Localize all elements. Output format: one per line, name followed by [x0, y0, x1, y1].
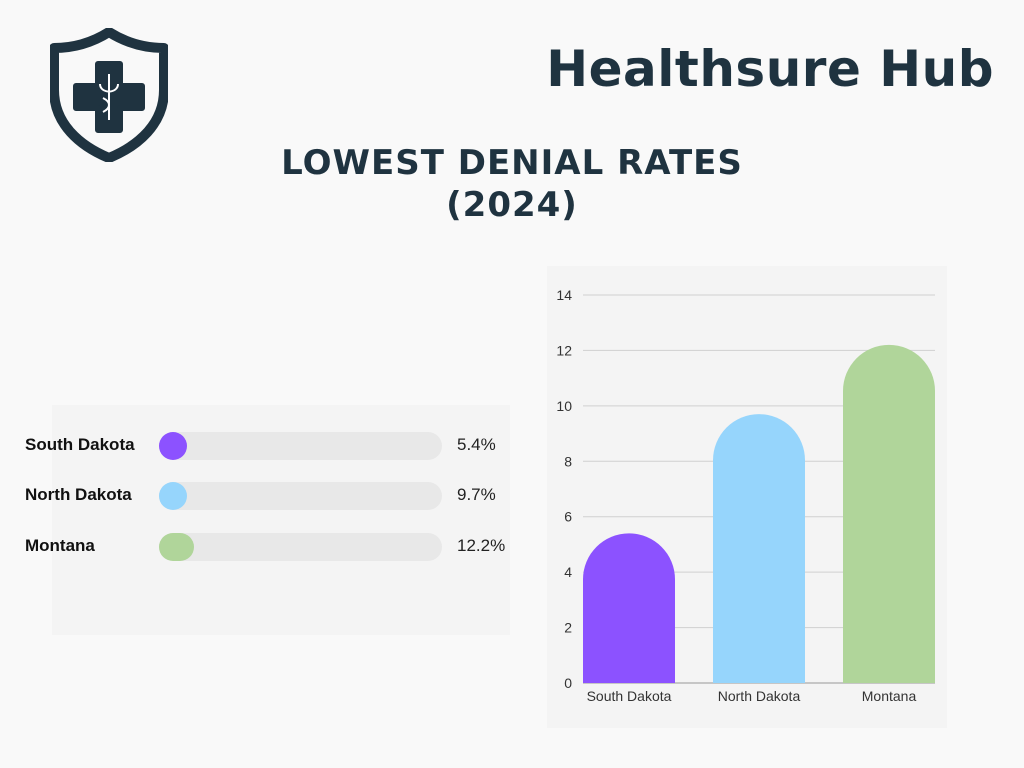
brand-name: Healthsure Hub — [546, 40, 994, 98]
title-line-2: (2024) — [446, 185, 578, 225]
y-tick-label: 12 — [556, 342, 572, 358]
x-tick-label: South Dakota — [587, 688, 672, 704]
y-tick-label: 4 — [564, 564, 572, 580]
logo — [49, 27, 169, 166]
progress-value: 5.4% — [457, 435, 496, 454]
progress-row: North Dakota 9.7% — [25, 482, 525, 510]
shield-medical-icon — [49, 27, 169, 163]
bar — [583, 533, 675, 683]
progress-label: Montana — [25, 536, 95, 555]
progress-fill — [159, 482, 187, 510]
progress-fill — [159, 432, 187, 460]
y-tick-label: 8 — [564, 453, 572, 469]
progress-track — [159, 432, 442, 460]
bar — [843, 344, 935, 683]
x-tick-label: Montana — [862, 688, 917, 704]
y-tick-label: 6 — [564, 509, 572, 525]
page-title: LOWEST DENIAL RATES (2024) — [262, 142, 762, 226]
progress-track — [159, 533, 442, 561]
progress-row: Montana 12.2% — [25, 533, 525, 561]
title-line-1: LOWEST DENIAL RATES — [281, 143, 743, 183]
progress-label: South Dakota — [25, 435, 135, 454]
progress-track — [159, 482, 442, 510]
progress-label: North Dakota — [25, 485, 132, 504]
progress-value: 12.2% — [457, 536, 506, 555]
y-tick-label: 2 — [564, 620, 572, 636]
bar — [713, 414, 805, 683]
y-tick-label: 0 — [564, 675, 572, 691]
progress-value: 9.7% — [457, 485, 496, 504]
progress-row: South Dakota 5.4% — [25, 432, 525, 460]
progress-fill — [159, 533, 194, 561]
x-tick-label: North Dakota — [718, 688, 801, 704]
y-tick-label: 14 — [556, 287, 572, 303]
y-tick-label: 10 — [556, 398, 572, 414]
